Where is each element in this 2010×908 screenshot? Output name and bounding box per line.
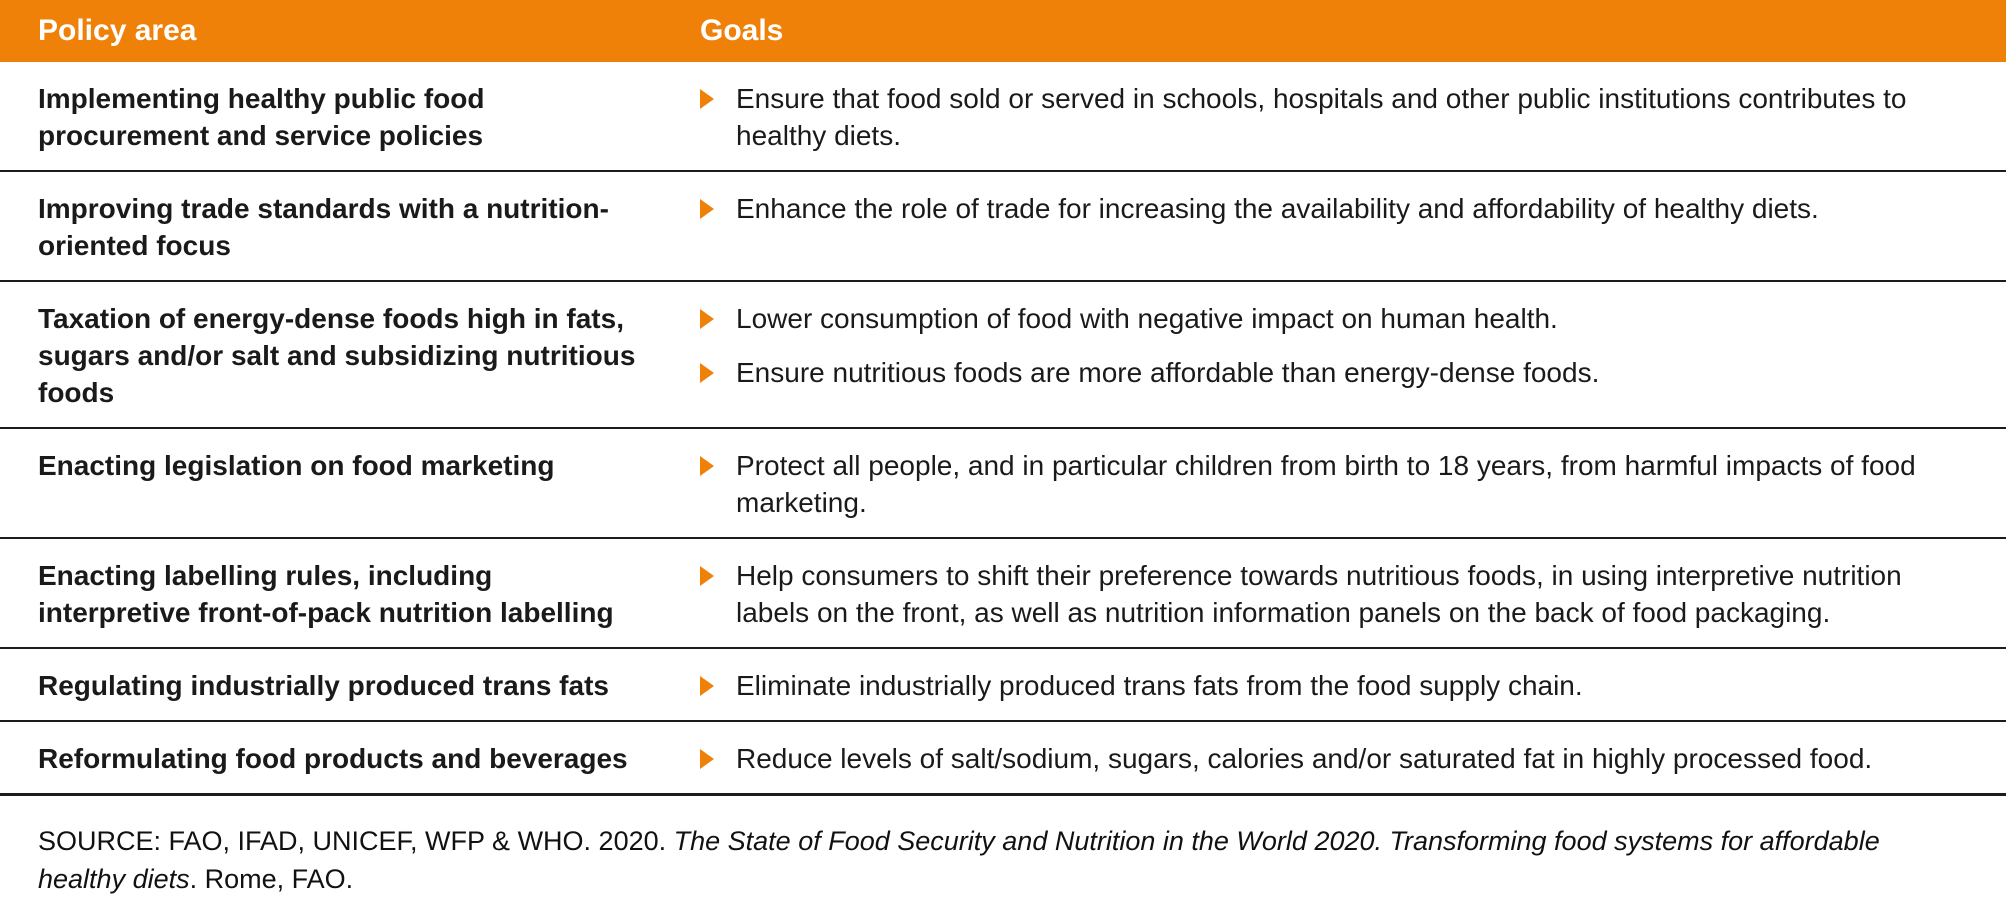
policy-area-cell: Enacting labelling rules, including inte… <box>38 560 614 628</box>
policy-area-cell: Reformulating food products and beverage… <box>38 743 628 774</box>
arrow-right-bullet-icon <box>700 749 714 769</box>
goals-cell: Eliminate industrially produced trans fa… <box>672 662 2006 709</box>
source-citation: SOURCE: FAO, IFAD, UNICEF, WFP & WHO. 20… <box>0 796 2006 898</box>
goal-text: Ensure nutritious foods are more afforda… <box>736 357 1600 388</box>
goal-item: Lower consumption of food with negative … <box>674 300 1936 337</box>
source-prefix: SOURCE: FAO, IFAD, UNICEF, WFP & WHO. 20… <box>38 826 674 856</box>
table-row: Implementing healthy public food procure… <box>0 62 2006 172</box>
goal-text: Protect all people, and in particular ch… <box>736 450 1916 518</box>
goals-cell: Protect all people, and in particular ch… <box>672 442 2006 526</box>
arrow-right-bullet-icon <box>700 309 714 329</box>
table-row: Reformulating food products and beverage… <box>0 722 2006 796</box>
arrow-right-bullet-icon <box>700 566 714 586</box>
arrow-right-bullet-icon <box>700 89 714 109</box>
goal-text: Lower consumption of food with negative … <box>736 303 1558 334</box>
table-row: Enacting labelling rules, including inte… <box>0 539 2006 649</box>
table-header-row: Policy area Goals <box>0 0 2006 62</box>
goal-item: Ensure that food sold or served in schoo… <box>674 80 1936 154</box>
policy-area-cell: Taxation of energy-dense foods high in f… <box>38 303 636 408</box>
goals-cell: Lower consumption of food with negative … <box>672 295 2006 416</box>
goal-item: Protect all people, and in particular ch… <box>674 447 1936 521</box>
goal-item: Reduce levels of salt/sodium, sugars, ca… <box>674 740 1936 777</box>
policy-area-cell: Implementing healthy public food procure… <box>38 83 485 151</box>
arrow-right-bullet-icon <box>700 456 714 476</box>
goal-text: Ensure that food sold or served in schoo… <box>736 83 1907 151</box>
goal-text: Eliminate industrially produced trans fa… <box>736 670 1583 701</box>
policy-area-cell: Regulating industrially produced trans f… <box>38 670 609 701</box>
goal-item: Help consumers to shift their preference… <box>674 557 1936 631</box>
goal-item: Enhance the role of trade for increasing… <box>674 190 1936 227</box>
table-body: Implementing healthy public food procure… <box>0 62 2006 796</box>
goal-text: Help consumers to shift their preference… <box>736 560 1902 628</box>
goal-item: Eliminate industrially produced trans fa… <box>674 667 1936 704</box>
goals-cell: Help consumers to shift their preference… <box>672 552 2006 636</box>
source-suffix: . Rome, FAO. <box>189 864 354 894</box>
column-header-policy-area: Policy area <box>38 14 197 47</box>
source-title: The State of Food Security and Nutrition… <box>38 826 1880 894</box>
arrow-right-bullet-icon <box>700 676 714 696</box>
goal-text: Reduce levels of salt/sodium, sugars, ca… <box>736 743 1873 774</box>
goal-text: Enhance the role of trade for increasing… <box>736 193 1819 224</box>
goals-cell: Reduce levels of salt/sodium, sugars, ca… <box>672 735 2006 782</box>
table-row: Taxation of energy-dense foods high in f… <box>0 282 2006 429</box>
goals-cell: Enhance the role of trade for increasing… <box>672 185 2006 269</box>
table-row: Enacting legislation on food marketing P… <box>0 429 2006 539</box>
policy-area-cell: Enacting legislation on food marketing <box>38 450 555 481</box>
arrow-right-bullet-icon <box>700 199 714 219</box>
table-row: Regulating industrially produced trans f… <box>0 649 2006 722</box>
table-row: Improving trade standards with a nutriti… <box>0 172 2006 282</box>
column-header-goals: Goals <box>700 14 784 47</box>
goals-cell: Ensure that food sold or served in schoo… <box>672 75 2006 159</box>
arrow-right-bullet-icon <box>700 363 714 383</box>
policy-area-cell: Improving trade standards with a nutriti… <box>38 193 609 261</box>
goal-item: Ensure nutritious foods are more afforda… <box>674 354 1936 391</box>
